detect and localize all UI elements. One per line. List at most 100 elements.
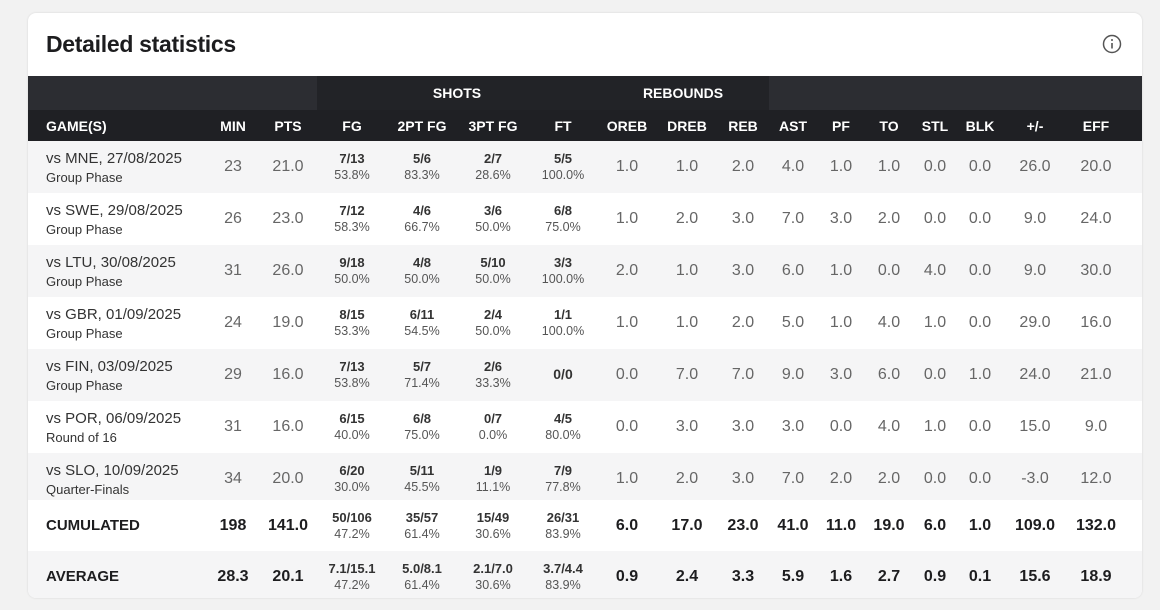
- stat-cell: 0.0: [968, 418, 992, 435]
- column-header: +/-: [1026, 118, 1044, 134]
- shot-cell: 0/0: [553, 366, 573, 382]
- stat-cell: 24.0: [1080, 210, 1112, 227]
- column-header: TO: [879, 118, 899, 134]
- column-header: AST: [779, 118, 807, 134]
- shot-made-attempted: 6/8: [412, 411, 432, 426]
- stat-cell: 0.0: [968, 262, 992, 279]
- stat-cell: -3.0: [1021, 470, 1049, 487]
- stat-cell: 1.0: [923, 418, 947, 435]
- stat-cell: 2.0: [675, 470, 699, 487]
- shot-percentage: 30.0%: [334, 480, 370, 494]
- group-header-cell: [597, 76, 769, 110]
- game-label: vs LTU, 30/08/2025: [46, 254, 176, 271]
- stat-cell: 19.0: [873, 516, 905, 534]
- stat-cell: 1.0: [615, 470, 639, 487]
- stat-cell: 26: [224, 210, 242, 227]
- stat-cell: 16.0: [272, 418, 304, 435]
- stat-cell: 3.0: [731, 470, 755, 487]
- stat-cell: 24.0: [1019, 366, 1051, 383]
- stat-cell: 1.0: [877, 158, 901, 175]
- stat-cell: 21.0: [1080, 366, 1112, 383]
- info-icon[interactable]: [1102, 34, 1122, 54]
- phase-label: Group Phase: [46, 274, 123, 289]
- stat-cell: 198: [219, 516, 247, 534]
- stat-cell: 1.0: [923, 314, 947, 331]
- shot-made-attempted: 5/6: [412, 151, 432, 166]
- shot-percentage: 28.6%: [475, 168, 511, 182]
- column-header: 2PT FG: [397, 118, 447, 134]
- game-label: vs SLO, 10/09/2025: [46, 462, 179, 479]
- stat-cell: 20.0: [272, 470, 304, 487]
- shot-percentage: 100.0%: [541, 168, 585, 182]
- stat-cell: 20.1: [272, 567, 304, 585]
- stat-cell: 3.0: [675, 418, 699, 435]
- shot-percentage: 75.0%: [545, 220, 581, 234]
- table-row: [28, 193, 1142, 245]
- stat-cell: 29.0: [1019, 314, 1051, 331]
- column-header: PTS: [274, 118, 302, 134]
- stat-cell: 30.0: [1080, 262, 1112, 279]
- shot-made-attempted: 7/13: [339, 359, 365, 374]
- game-label: vs GBR, 01/09/2025: [46, 306, 182, 323]
- shot-percentage: 61.4%: [404, 526, 440, 541]
- phase-label: Group Phase: [46, 378, 123, 393]
- shot-made-attempted: 6/15: [339, 411, 365, 426]
- stat-cell: 2.0: [731, 158, 755, 175]
- stat-cell: 1.0: [675, 314, 699, 331]
- shot-made-attempted: 7/12: [339, 203, 365, 218]
- stat-cell: 0.0: [615, 366, 639, 383]
- stat-cell: 9.0: [1084, 418, 1108, 435]
- stat-cell: 7.0: [675, 366, 699, 383]
- shot-percentage: 33.3%: [475, 376, 511, 390]
- stat-cell: 2.0: [675, 210, 699, 227]
- stat-cell: 3.0: [781, 418, 805, 435]
- shot-percentage: 50.0%: [334, 272, 370, 286]
- stat-cell: 1.0: [829, 158, 853, 175]
- table-row: [28, 245, 1142, 297]
- stat-cell: 1.0: [829, 262, 853, 279]
- shot-made-attempted: 0/7: [483, 411, 503, 426]
- stat-cell: 7.0: [781, 470, 805, 487]
- stat-cell: 1.0: [675, 262, 699, 279]
- stat-cell: 16.0: [1080, 314, 1112, 331]
- stat-cell: 1.0: [615, 158, 639, 175]
- shot-percentage: 50.0%: [475, 324, 511, 338]
- column-header: PF: [832, 118, 850, 134]
- stat-cell: 2.0: [829, 470, 853, 487]
- shot-percentage: 53.8%: [334, 168, 370, 182]
- shot-percentage: 53.3%: [334, 324, 370, 338]
- stat-cell: 5.9: [781, 567, 805, 585]
- total-label: CUMULATED: [46, 516, 140, 534]
- shot-made-attempted: 6/20: [339, 463, 365, 478]
- stat-cell: 18.9: [1080, 567, 1112, 585]
- stat-cell: 24: [224, 314, 242, 331]
- stat-cell: 0.0: [877, 262, 901, 279]
- shot-made-attempted: 1/1: [553, 307, 573, 322]
- shot-made-attempted: 6/8: [553, 203, 573, 218]
- shot-made-attempted: 4/8: [412, 255, 432, 270]
- shot-made-attempted: 5/11: [409, 463, 435, 478]
- group-label: REBOUNDS: [642, 85, 724, 101]
- stat-cell: 26.0: [272, 262, 304, 279]
- shot-made-attempted: 5.0/8.1: [402, 560, 442, 576]
- column-header-row: [28, 110, 1142, 141]
- shot-percentage: 83.9%: [545, 526, 581, 541]
- stat-cell: 9.0: [781, 366, 805, 383]
- stat-cell: 2.7: [877, 567, 901, 585]
- stat-cell: 0.0: [968, 314, 992, 331]
- stat-cell: 0.9: [615, 567, 639, 585]
- shot-made-attempted: 2.1/7.0: [473, 560, 513, 576]
- stat-cell: 9.0: [1023, 210, 1047, 227]
- column-header: OREB: [606, 118, 648, 134]
- stat-cell: 3.0: [731, 262, 755, 279]
- shot-percentage: 47.2%: [334, 526, 370, 541]
- total-label: AVERAGE: [46, 567, 120, 585]
- shot-percentage: 54.5%: [404, 324, 440, 338]
- stat-cell: 0.0: [829, 418, 853, 435]
- stat-cell: 15.0: [1019, 418, 1051, 435]
- column-header: FT: [554, 118, 572, 134]
- stat-cell: 0.0: [615, 418, 639, 435]
- stat-cell: 0.0: [923, 210, 947, 227]
- stat-cell: 21.0: [272, 158, 304, 175]
- stat-cell: 6.0: [781, 262, 805, 279]
